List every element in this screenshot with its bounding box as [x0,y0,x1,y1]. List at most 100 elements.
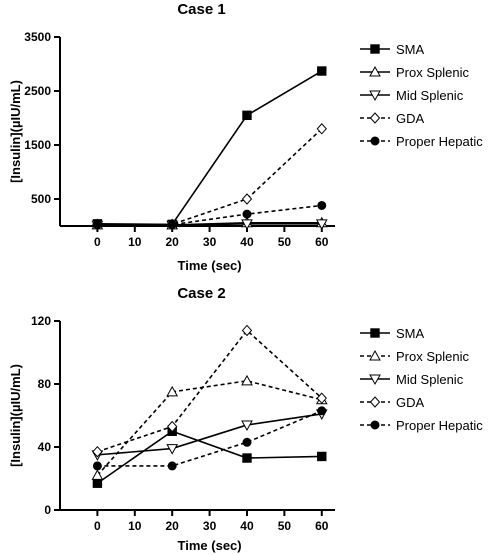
series-mid-splenic [91,409,328,461]
data-point [316,392,327,404]
y-axis-label: [Insulin](µIU/mL) [8,80,23,183]
legend-entry: GDA [360,111,425,126]
x-tick-label: 40 [240,519,254,533]
data-point [242,209,252,219]
data-point [241,374,253,386]
series-proper-hepatic [92,406,327,471]
series-line [97,204,322,226]
legend-label: SMA [396,42,425,57]
x-tick-label: 0 [94,519,101,533]
legend-label: Prox Splenic [396,349,469,364]
x-tick-label: 50 [278,235,292,249]
legend-swatch-marker [369,65,381,77]
x-tick-label: 20 [166,519,180,533]
data-point [166,444,179,455]
data-point [242,437,252,447]
data-point [166,385,179,397]
series-gda [92,324,327,458]
legend-swatch-marker [369,374,381,386]
legend-swatch-marker [369,112,381,124]
legend-swatch-marker [370,44,380,54]
series-line [96,430,322,484]
legend-entry: Prox Splenic [360,349,469,364]
y-tick-label: 40 [38,440,52,454]
legend-entry: Mid Splenic [360,88,464,103]
data-point [317,200,327,210]
x-tick-label: 60 [315,235,329,249]
data-point [317,406,327,416]
y-tick-label: 2500 [24,84,51,98]
legend-entry: Proper Hepatic [360,418,483,433]
series-proper-hepatic [92,200,327,230]
chart-title: Case 1 [177,1,225,18]
legend-entry: Prox Splenic [360,65,469,80]
series-line [97,329,323,453]
legend-label: Proper Hepatic [396,418,483,433]
series-gda [92,123,327,231]
data-point [167,461,177,471]
series-line [97,70,323,226]
data-point [242,110,252,120]
data-point [317,66,327,76]
data-point [315,219,328,230]
x-tick-label: 40 [240,235,254,249]
data-point [241,219,253,230]
y-tick-label: 0 [44,503,51,517]
data-point [92,445,103,458]
legend-entry: SMA [360,326,425,341]
data-point [92,220,102,230]
data-point [241,324,253,337]
chart-title: Case 2 [177,285,225,302]
x-tick-label: 50 [278,519,292,533]
data-point [167,220,177,230]
legend-entry: Proper Hepatic [360,134,483,149]
data-point [92,478,103,488]
x-tick-label: 30 [203,519,217,533]
y-axis-label: [Insulin](µIU/mL) [8,364,23,467]
y-tick-label: 500 [31,192,51,206]
data-point [91,469,104,480]
legend-swatch-marker [370,136,380,146]
series-line [96,380,322,476]
legend-label: Mid Splenic [396,88,464,103]
series-line [97,410,323,467]
legend-swatch-marker [369,396,381,408]
data-point [242,453,252,463]
x-tick-label: 0 [94,235,101,249]
legend-label: GDA [396,395,425,410]
y-tick-label: 1500 [24,138,51,152]
series-line [97,413,322,456]
y-tick-label: 3500 [24,30,51,44]
legend-entry: SMA [360,42,425,57]
legend-label: Mid Splenic [396,372,464,387]
legend-label: Proper Hepatic [396,134,483,149]
chart-2: Case 2 0 40 80 120 0 10 20 30 40 50 60 Time (sec) [In… [8,285,483,553]
x-axis-label: Time (sec) [178,258,242,273]
series-sma [92,66,327,230]
data-point [316,123,327,135]
y-tick-label: 80 [38,377,52,391]
x-tick-label: 10 [128,235,142,249]
data-point [92,461,102,471]
x-tick-label: 10 [128,519,142,533]
legend-swatch-marker [369,349,381,361]
x-axis-label: Time (sec) [178,538,242,553]
legend-swatch-marker [369,90,381,102]
data-point [167,420,178,433]
legend-swatch-marker [370,420,380,430]
data-point [241,420,253,431]
legend-label: Prox Splenic [396,65,469,80]
series-prox-splenic [91,374,328,480]
data-point [241,193,253,205]
x-tick-label: 30 [203,235,217,249]
legend-swatch-marker [370,328,380,338]
legend-label: GDA [396,111,425,126]
x-tick-label: 60 [315,519,329,533]
y-tick-label: 120 [31,314,51,328]
data-point [317,451,327,462]
chart-1: Case 1 500 1500 2500 3500 0 10 20 30 40 50 60 Time (… [8,1,483,273]
legend-entry: GDA [360,395,425,410]
legend-entry: Mid Splenic [360,372,464,387]
x-tick-label: 20 [166,235,180,249]
